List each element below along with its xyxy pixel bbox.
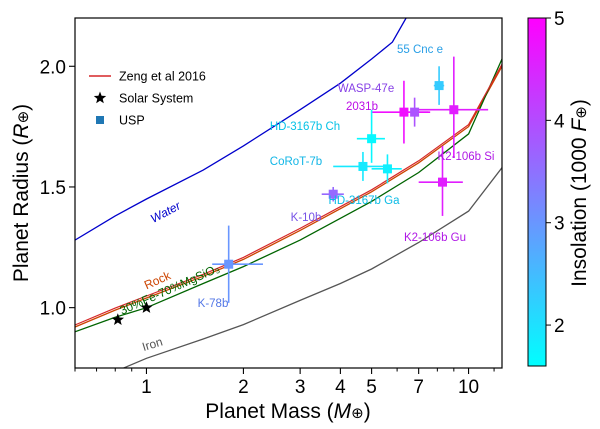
curve-30-fe-70-mgsio- <box>75 58 502 333</box>
point-wasp-47e <box>410 107 420 117</box>
plot-frame <box>74 17 503 369</box>
legend: Zeng et al 2016 Solar System USP <box>89 70 206 128</box>
legend-label-zeng-et-al-2016: Zeng et al 2016 <box>119 70 206 84</box>
x-tick-label: 4 <box>335 377 346 398</box>
label-wasp-47e: WASP-47e <box>338 83 394 95</box>
x-tick-label: 1 <box>141 377 152 398</box>
colorbar-tick-label: 5 <box>554 9 565 30</box>
colorbar-label: Insolation (1000 F⊕) <box>568 99 591 287</box>
point-k-78b <box>224 259 234 269</box>
curve-zeng <box>75 64 502 326</box>
curve-iron <box>123 167 502 368</box>
point-k2-106b-gu <box>437 177 447 187</box>
x-tick-label: 7 <box>413 377 424 398</box>
label-hd-3167b-ch: HD-3167b Ch <box>270 121 340 133</box>
x-tick-label: 5 <box>366 377 377 398</box>
solar-system-star-1 <box>111 313 124 325</box>
point-55-cnc-e <box>434 81 444 91</box>
x-tick-label: 3 <box>295 377 306 398</box>
x-axis: 1 2 3 4 5 7 10 <box>74 368 495 398</box>
y-axis: 1.0 1.5 2.0 <box>40 57 75 320</box>
solar-system-star-2 <box>140 301 153 313</box>
label-k-10b: K-10b <box>291 212 322 224</box>
point-k-10b <box>328 189 338 199</box>
curve-label-water: Water <box>148 198 184 226</box>
curve-rock <box>75 65 502 328</box>
y-tick-label: 1.0 <box>40 299 66 320</box>
y-tick-label: 2.0 <box>40 57 66 78</box>
label-2031b: 2031b <box>346 101 378 113</box>
colorbar-tick-label: 3 <box>554 214 565 235</box>
point-hd-3167b-ch <box>367 134 377 144</box>
legend-square-usp <box>96 116 104 124</box>
label-k2-106b-si: K2-106b Si <box>438 151 495 163</box>
curve-water <box>75 18 407 241</box>
point-2031b <box>399 107 409 117</box>
legend-star-solar-system <box>93 91 107 104</box>
legend-label-solar-system: Solar System <box>119 92 193 106</box>
legend-label-usp: USP <box>119 114 145 128</box>
label-55-cnc-e: 55 Cnc e <box>397 44 443 56</box>
point-k2-106b-si <box>449 105 459 115</box>
x-tick-label: 2 <box>238 377 249 398</box>
y-tick-label: 1.5 <box>40 178 66 199</box>
label-k-78b: K-78b <box>198 298 229 310</box>
y-axis-label: Planet Radius (R⊕) <box>10 104 33 282</box>
colorbar: 2 3 4 5 <box>527 9 565 367</box>
point-hd-3167b-ga <box>382 164 392 174</box>
colorbar-gradient <box>527 17 547 367</box>
label-hd-3167b-ga: HD-3167b Ga <box>329 195 401 207</box>
colorbar-tick-label: 4 <box>554 111 565 132</box>
planet-labels: 55 Cnc e WASP-47e 2031b K2-106b Si HD-3167b … <box>198 44 495 310</box>
point-corot-7b <box>358 161 368 171</box>
data-points <box>111 81 459 325</box>
label-corot-7b: CoRoT-7b <box>270 156 322 168</box>
colorbar-tick-label: 2 <box>554 316 565 337</box>
model-curves <box>75 18 502 368</box>
curve-label-iron: Iron <box>140 335 164 354</box>
label-k2-106b-gu: K2-106b Gu <box>404 232 466 244</box>
x-tick-label: 10 <box>458 377 479 398</box>
x-axis-label: Planet Mass (M⊕) <box>205 400 370 423</box>
